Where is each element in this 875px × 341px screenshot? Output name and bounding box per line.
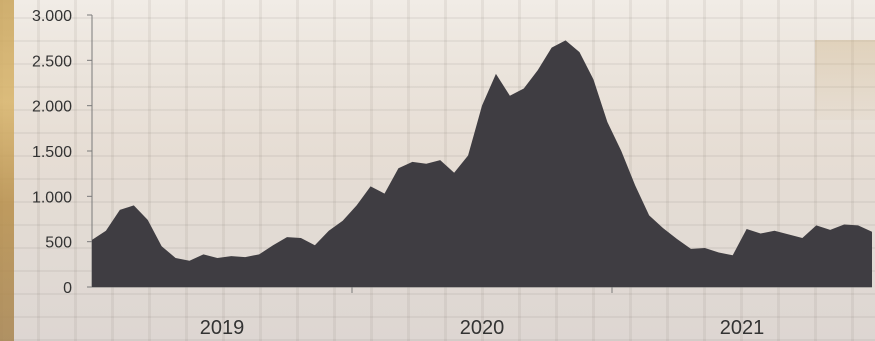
x-tick-label: 2021 [720,317,765,339]
x-tick-label: 2020 [460,317,505,339]
area-series-0 [92,40,872,287]
y-axis: 0 500 1.000 1.500 2.000 2.500 3.000 [32,8,93,297]
y-tick-label: 2.000 [32,99,72,116]
y-tick-label: 1.500 [32,144,72,161]
y-tick-label: 1.000 [32,189,72,206]
x-tick-label: 2019 [200,317,245,339]
y-tick-label: 500 [45,235,72,252]
series-layer [92,40,872,287]
x-axis: 2019 2020 2021 [92,286,872,339]
y-tick-label: 3.000 [32,8,72,25]
y-tick-label: 2.500 [32,53,72,70]
y-tick-label: 0 [63,280,72,297]
